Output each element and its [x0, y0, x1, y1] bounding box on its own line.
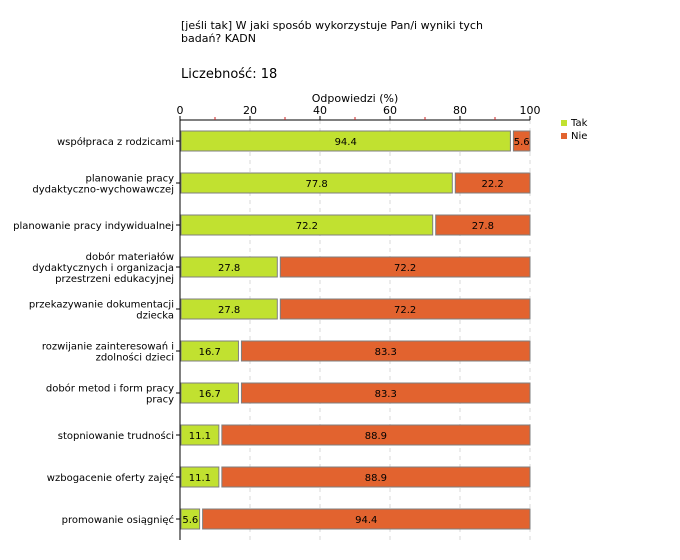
category-label: przekazywanie dokumentacji dziecka: [29, 300, 174, 322]
x-axis-title: Odpowiedzi (%): [312, 92, 399, 105]
bar-nie: [279, 256, 531, 278]
category-label: promowanie osiągnięć: [62, 514, 174, 526]
bar-nie: [279, 298, 531, 320]
bar-tak: [180, 382, 239, 404]
category-label-line: rozwijanie zainteresowań i: [42, 341, 174, 353]
bar-tak-label: 27.8: [218, 305, 240, 316]
chart-title: [jeśli tak] W jaki sposób wykorzystuje P…: [181, 19, 483, 45]
bar-nie-label: 83.3: [375, 389, 397, 400]
bar-tak-label: 16.7: [199, 347, 221, 358]
bar-nie: [454, 172, 531, 194]
x-tick-label: 20: [243, 104, 257, 117]
bar-nie-label: 88.9: [365, 473, 387, 484]
bar-nie: [202, 508, 531, 530]
x-tick-label: 80: [453, 104, 467, 117]
bar-nie-label: 88.9: [365, 431, 387, 442]
category-label-line: wzbogacenie oferty zajęć: [47, 472, 174, 484]
bar-tak: [180, 172, 453, 194]
category-label: stopniowanie trudności: [58, 430, 174, 442]
category-label: współpraca z rodzicami: [57, 136, 174, 148]
bar-nie-label: 22.2: [482, 179, 504, 190]
bar-tak-label: 77.8: [306, 179, 328, 190]
legend-swatch-tak: [561, 120, 567, 126]
category-label-line: promowanie osiągnięć: [62, 514, 174, 526]
bar-tak: [180, 340, 239, 362]
bar-tak-label: 27.8: [218, 263, 240, 274]
bar-nie-label: 27.8: [472, 221, 494, 232]
category-label: dobór materiałów dydaktycznych i organiza…: [32, 251, 174, 285]
bar-tak: [180, 298, 278, 320]
x-tick-label: 100: [520, 104, 541, 117]
bar-tak: [180, 130, 511, 152]
bar-nie: [240, 382, 531, 404]
bar-tak-label: 5.6: [182, 515, 198, 526]
category-label: planowanie pracy indywidualnej: [13, 221, 174, 232]
bar-nie-label: 83.3: [375, 347, 397, 358]
category-label-line: dziecka: [136, 311, 174, 322]
bar-tak: [180, 508, 201, 530]
bar-nie: [221, 466, 531, 488]
bar-tak-label: 94.4: [335, 137, 357, 148]
category-label-line: dobór materiałów: [86, 251, 174, 263]
category-label-line: zdolności dzieci: [96, 352, 174, 364]
bar-tak: [180, 214, 434, 236]
bar-nie-label: 5.6: [514, 137, 530, 148]
bar-tak: [180, 256, 278, 278]
sample-size: Liczebność: 18: [181, 67, 278, 82]
bar-nie-label: 72.2: [394, 305, 416, 316]
bar-nie: [240, 340, 531, 362]
x-tick-label: 60: [383, 104, 397, 117]
legend-swatch-nie: [561, 133, 567, 139]
category-label-line: stopniowanie trudności: [58, 430, 174, 442]
bar-nie-label: 94.4: [355, 515, 377, 526]
x-tick-label: 0: [177, 104, 184, 117]
category-label: planowanie pracy dydaktyczno-wychowawczej: [32, 174, 174, 196]
category-label-line: przestrzeni edukacyjnej: [55, 274, 174, 285]
bar-nie: [221, 424, 531, 446]
category-label-line: dydaktyczno-wychowawczej: [32, 185, 174, 196]
bar-tak-label: 11.1: [189, 431, 211, 442]
category-label-line: dydaktycznych i organizacja: [32, 263, 174, 274]
bar-nie: [435, 214, 531, 236]
bar-nie: [512, 130, 531, 152]
category-label: wzbogacenie oferty zajęć: [47, 472, 174, 484]
bar-tak: [180, 424, 220, 446]
category-label-line: dobór metod i form pracy: [46, 383, 174, 395]
bar-tak-label: 16.7: [199, 389, 221, 400]
bar-tak: [180, 466, 220, 488]
bar-tak-label: 11.1: [189, 473, 211, 484]
bar-nie-label: 72.2: [394, 263, 416, 274]
category-label: rozwijanie zainteresowań i zdolności dzie…: [42, 341, 174, 364]
category-label-line: planowanie pracy: [86, 174, 175, 185]
category-label-line: przekazywanie dokumentacji: [29, 300, 174, 311]
category-label-line: współpraca z rodzicami: [57, 136, 174, 148]
category-label-line: planowanie pracy indywidualnej: [13, 221, 174, 232]
category-label-line: pracy: [146, 395, 174, 406]
bar-tak-label: 72.2: [296, 221, 318, 232]
legend-label-tak: Tak: [570, 118, 588, 129]
category-label: dobór metod i form pracy pracy: [46, 383, 174, 406]
x-tick-label: 40: [313, 104, 327, 117]
legend-label-nie: Nie: [571, 131, 587, 142]
